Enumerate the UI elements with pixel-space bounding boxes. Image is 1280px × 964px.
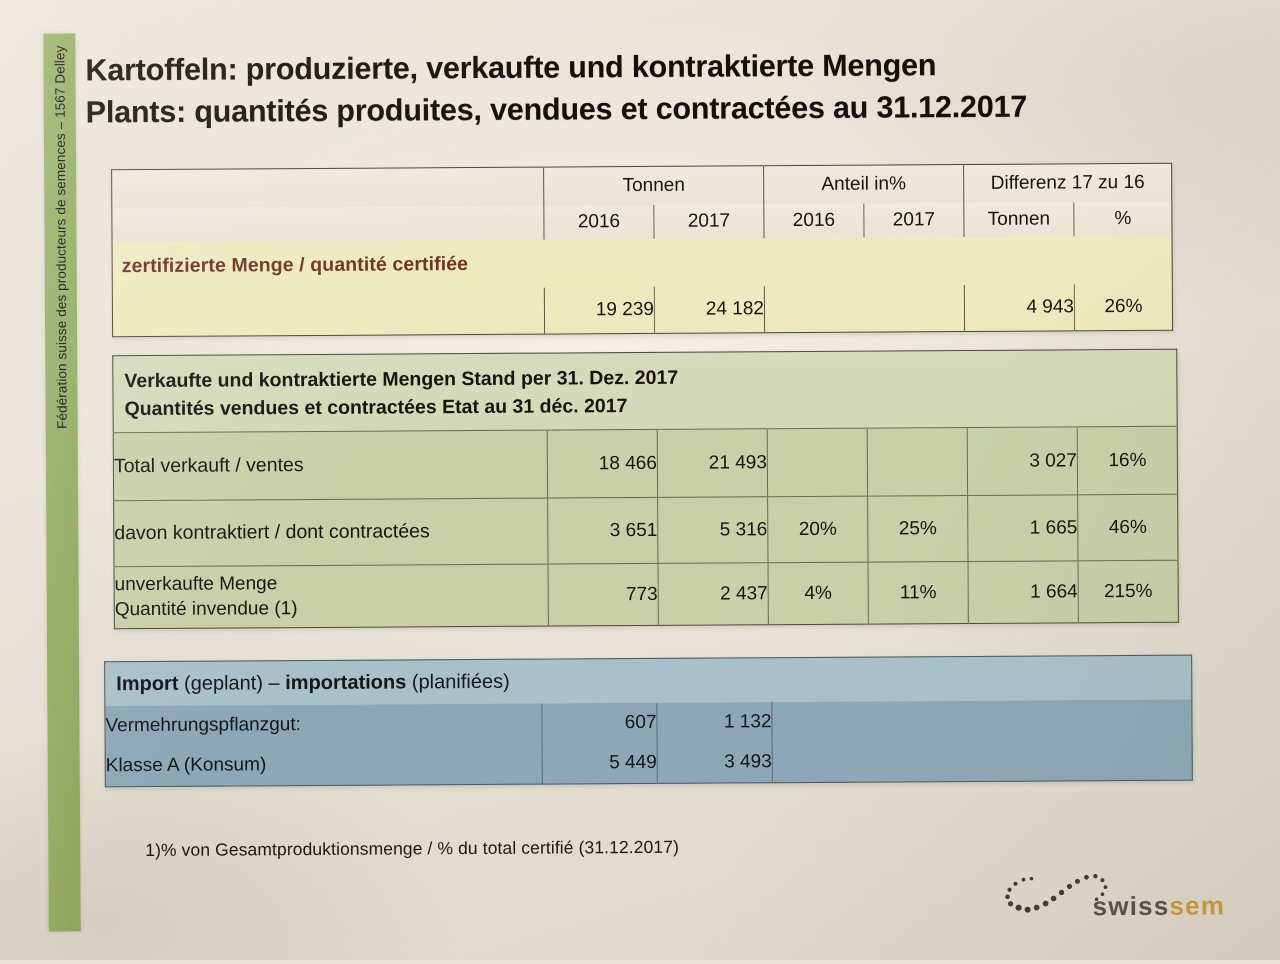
empty-corner-cell-2 [112, 206, 544, 243]
certified-label-row: zertifizierte Menge / quantité certifiée [112, 236, 1172, 290]
row-label-davon-kontraktiert: davon kontraktiert / dont contractées [113, 498, 549, 567]
logo-wordmark: swisssem [1093, 890, 1226, 922]
logo-text-swiss: swiss [1092, 890, 1170, 922]
unverkaufte-label-line2: Quantité invendue (1) [114, 597, 298, 620]
unverkauft-tonnen-2016: 773 [548, 563, 659, 627]
footnote-text: 1)% von Gesamtproduktionsmenge / % du to… [145, 836, 680, 861]
certified-header-groups: Tonnen Anteil in% Differenz 17 zu 16 [111, 163, 1172, 209]
certified-anteil-2017 [864, 285, 964, 332]
import-empty-cell-2 [772, 739, 1193, 783]
row-label-total-verkauft: Total verkauft / ventes [113, 430, 548, 501]
sold-intro-cell: Verkaufte und kontraktierte Mengen Stand… [112, 349, 1178, 433]
table-row: Vermehrungspflanzgut: 607 1 132 [104, 699, 1193, 747]
import-table: Import (geplant) – importations (planifi… [104, 654, 1193, 788]
import-vermehrung-2016: 607 [541, 702, 658, 744]
import-vermehrung-2017: 1 132 [656, 702, 773, 743]
unverkauft-diff-percent: 215% [1078, 560, 1179, 623]
import-title-cell: Import (geplant) – importations (planifi… [104, 655, 1192, 707]
header-diff-tonnen: Tonnen [963, 202, 1075, 238]
certified-row-label: zertifizierte Menge / quantité certifiée [121, 252, 469, 277]
table-row: davon kontraktiert / dont contractées 3 … [113, 494, 1179, 567]
header-diff-percent: % [1073, 201, 1173, 237]
kontraktiert-anteil-2016: 20% [767, 496, 869, 563]
certified-tonnen-2017: 24 182 [654, 286, 765, 334]
kontraktiert-diff-tonnen: 1 665 [967, 494, 1079, 562]
unverkauft-tonnen-2017: 2 437 [658, 562, 769, 626]
certified-anteil-2016 [764, 285, 865, 333]
swisssem-logo: swisssem [1000, 862, 1230, 939]
table-row: Klasse A (Konsum) 5 449 3 493 [105, 739, 1193, 787]
header-group-anteil: Anteil in% [763, 164, 964, 205]
sold-intro-french: Quantités vendues et contractées Etat au… [124, 395, 628, 421]
import-klassea-2017: 3 493 [657, 742, 773, 784]
total-verkauft-diff-percent: 16% [1077, 426, 1178, 495]
kontraktiert-diff-percent: 46% [1077, 494, 1179, 561]
kontraktiert-tonnen-2016: 3 651 [547, 497, 659, 565]
empty-corner-cell [112, 167, 544, 208]
import-label-klasse-a: Klasse A (Konsum) [105, 743, 543, 787]
organisation-side-label: Fédération suisse des producteurs de sem… [51, 45, 70, 429]
import-title-plain-de: (geplant) – [178, 671, 286, 695]
import-header-row: Import (geplant) – importations (planifi… [104, 655, 1192, 707]
total-verkauft-tonnen-2017: 21 493 [657, 428, 768, 498]
unverkauft-anteil-2016: 4% [768, 562, 869, 625]
unverkauft-anteil-2017: 11% [868, 561, 969, 625]
header-group-tonnen: Tonnen [543, 165, 764, 206]
header-anteil-2017: 2017 [863, 203, 965, 238]
total-verkauft-anteil-2017 [867, 427, 968, 497]
kontraktiert-anteil-2017: 25% [867, 495, 969, 563]
certified-diff-tonnen: 4 943 [964, 284, 1075, 332]
import-title-plain-fr: (planifiées) [406, 670, 510, 693]
certified-spacer-cell [112, 288, 544, 337]
dotted-loop-icon [1005, 874, 1108, 913]
total-verkauft-anteil-2016 [767, 428, 868, 497]
sold-contracted-table: Verkaufte und kontraktierte Mengen Stand… [112, 348, 1179, 630]
sold-intro-row: Verkaufte und kontraktierte Mengen Stand… [112, 349, 1178, 433]
title-german: Kartoffeln: produzierte, verkaufte und k… [85, 48, 937, 88]
table-row: unverkaufte Menge Quantité invendue (1) … [114, 560, 1179, 629]
header-anteil-2016: 2016 [763, 203, 865, 239]
certified-tonnen-2016: 19 239 [544, 286, 655, 335]
header-tonnen-2016: 2016 [543, 204, 655, 240]
import-label-vermehrungspflanzgut: Vermehrungspflanzgut: [104, 703, 543, 747]
title-french: Plants: quantités produites, vendues et … [85, 90, 1028, 130]
row-label-unverkaufte-menge: unverkaufte Menge Quantité invendue (1) [114, 564, 549, 629]
total-verkauft-diff-tonnen: 3 027 [967, 426, 1078, 496]
kontraktiert-tonnen-2017: 5 316 [657, 496, 769, 564]
logo-text-sem: sem [1169, 890, 1226, 921]
import-title-bold-fr: importations [285, 670, 407, 694]
total-verkauft-tonnen-2016: 18 466 [547, 429, 658, 499]
import-klassea-2016: 5 449 [542, 742, 658, 785]
import-title-bold-de: Import [116, 672, 179, 695]
import-empty-cell-1 [771, 699, 1193, 743]
header-tonnen-2017: 2017 [653, 204, 765, 239]
table-row: Total verkauft / ventes 18 466 21 493 3 … [113, 426, 1178, 501]
certified-diff-percent: 26% [1074, 283, 1173, 331]
certified-data-row: 19 239 24 182 4 943 26% [112, 283, 1173, 337]
unverkaufte-label-line1: unverkaufte Menge [114, 573, 278, 596]
page-title: Kartoffeln: produzierte, verkaufte und k… [85, 43, 1205, 135]
header-group-differenz: Differenz 17 zu 16 [963, 163, 1172, 204]
unverkauft-diff-tonnen: 1 664 [968, 560, 1079, 624]
certified-quantity-table: Tonnen Anteil in% Differenz 17 zu 16 201… [111, 162, 1174, 338]
